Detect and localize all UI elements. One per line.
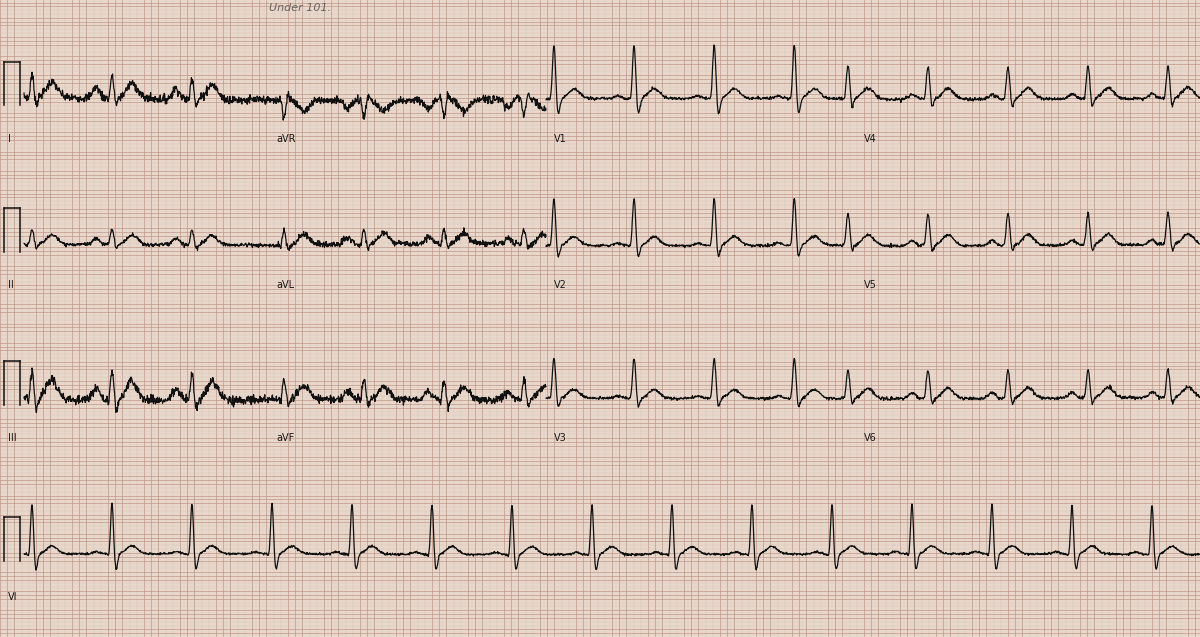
Text: aVR: aVR	[276, 134, 295, 144]
Text: aVF: aVF	[276, 433, 294, 443]
Text: V3: V3	[554, 433, 568, 443]
Text: V1: V1	[554, 134, 568, 144]
Text: V2: V2	[554, 280, 568, 290]
Text: V6: V6	[864, 433, 877, 443]
Text: VI: VI	[8, 592, 18, 603]
Text: III: III	[8, 433, 17, 443]
Text: V4: V4	[864, 134, 877, 144]
Text: Under 101.: Under 101.	[269, 3, 331, 13]
Text: I: I	[8, 134, 11, 144]
Text: aVL: aVL	[276, 280, 294, 290]
Text: II: II	[8, 280, 14, 290]
Text: V5: V5	[864, 280, 877, 290]
